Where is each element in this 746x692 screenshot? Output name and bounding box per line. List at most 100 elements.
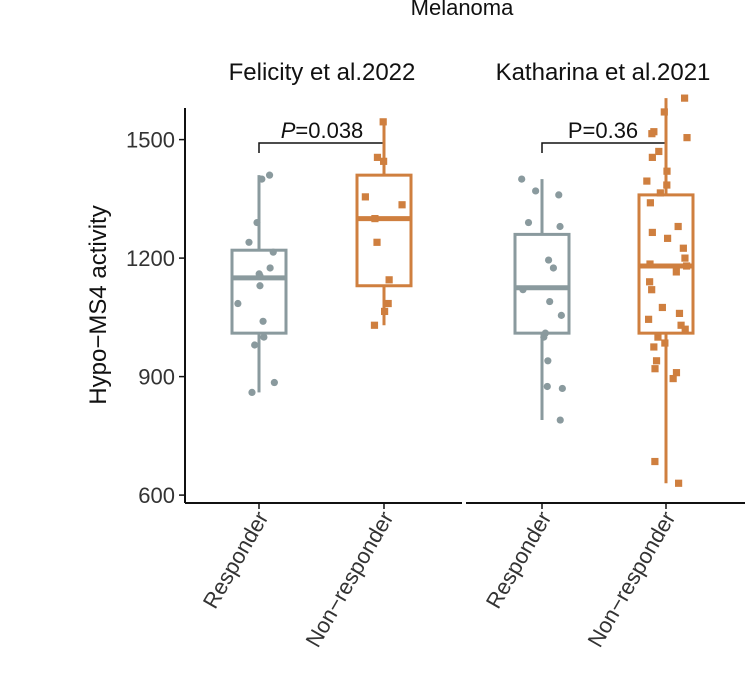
data-point [681,325,689,333]
data-point [661,339,669,347]
data-point [675,479,683,487]
data-point [654,333,662,341]
data-point [373,238,381,246]
panels [230,94,695,487]
data-point [370,321,379,329]
significance-bracket [258,142,385,153]
x-tick-label: Responder [198,507,273,613]
svg-text:P=0.038: P=0.038 [281,118,364,143]
data-point [544,357,552,365]
data-point [683,262,691,270]
data-point [648,286,656,294]
data-point [269,248,277,256]
data-point [652,357,661,365]
data-point [519,286,527,294]
data-point [385,276,393,284]
data-point [544,256,553,264]
y-tick-label: 600 [138,483,175,508]
data-point [270,378,278,387]
data-point [651,365,659,373]
data-point [384,299,392,308]
axes [184,108,745,504]
data-point [256,282,264,290]
pvalue-1-value: =0.038 [295,118,363,143]
data-point [643,177,651,185]
data-point [674,222,682,231]
data-point [549,264,558,272]
data-point [646,278,654,286]
panel-1 [230,118,413,396]
data-point [651,457,659,466]
data-point [558,384,566,393]
box [230,248,288,335]
x-tick-label: Non−responder [583,507,681,651]
data-point [556,222,564,231]
data-point [663,181,671,189]
data-point [669,374,677,383]
data-point [648,130,656,138]
data-point [398,201,406,209]
data-point [663,234,672,242]
group-non-responder [637,94,695,487]
data-point [518,175,526,183]
panel-1-title: Felicity et al.2022 [229,59,416,86]
data-point [655,147,663,156]
data-point [265,171,274,179]
data-point [677,321,685,329]
data-point [546,297,554,306]
data-point [672,268,680,276]
pvalue-1-prefix: P [281,118,296,143]
data-point [524,218,533,227]
data-point [556,416,564,424]
data-point [648,228,656,237]
y-ticks: 600 900 1200 1500 [126,128,185,508]
data-point [245,238,253,246]
x-tick-label: Non−responder [301,507,399,651]
pvalue-label-1: P=0.038 [281,118,364,143]
group-non-responder [355,118,413,329]
data-point [672,369,681,377]
x-tick-label: Responder [481,507,556,613]
y-tick-label: 900 [138,365,175,390]
data-point [663,167,671,175]
x-tick-labels: Responder Non−responder Responder Non−respo… [198,503,680,651]
y-axis-label: Hypo−MS4 activity [85,205,112,404]
data-point [540,333,548,341]
data-point [258,175,266,183]
data-point [379,118,387,126]
data-point [543,382,551,391]
data-point [555,191,563,199]
data-point [680,94,689,102]
panel-2-title: Katharina et al.2021 [496,59,711,86]
pvalue-label-2: P=0.36 [568,118,638,143]
box [355,173,413,288]
data-point [532,187,540,195]
data-point [266,264,274,272]
group-responder [230,171,288,396]
data-point [683,134,691,142]
data-point [380,157,388,165]
data-point [251,341,259,349]
data-point [648,153,656,161]
data-point [681,254,689,262]
data-point [646,199,654,207]
data-point [675,309,684,317]
data-point [557,311,565,319]
data-point [256,272,264,280]
group-responder [513,175,571,424]
data-point [660,108,668,116]
data-point [658,303,666,312]
data-point [373,153,382,161]
data-point [656,189,664,197]
y-tick-label: 1200 [126,246,175,271]
data-point [253,218,261,227]
data-point [260,333,268,341]
data-point [259,317,267,325]
data-point [371,215,379,223]
data-point [361,193,369,201]
data-point [679,244,687,252]
data-point [650,343,658,351]
significance-bracket [541,142,667,153]
panel-2 [513,94,695,487]
